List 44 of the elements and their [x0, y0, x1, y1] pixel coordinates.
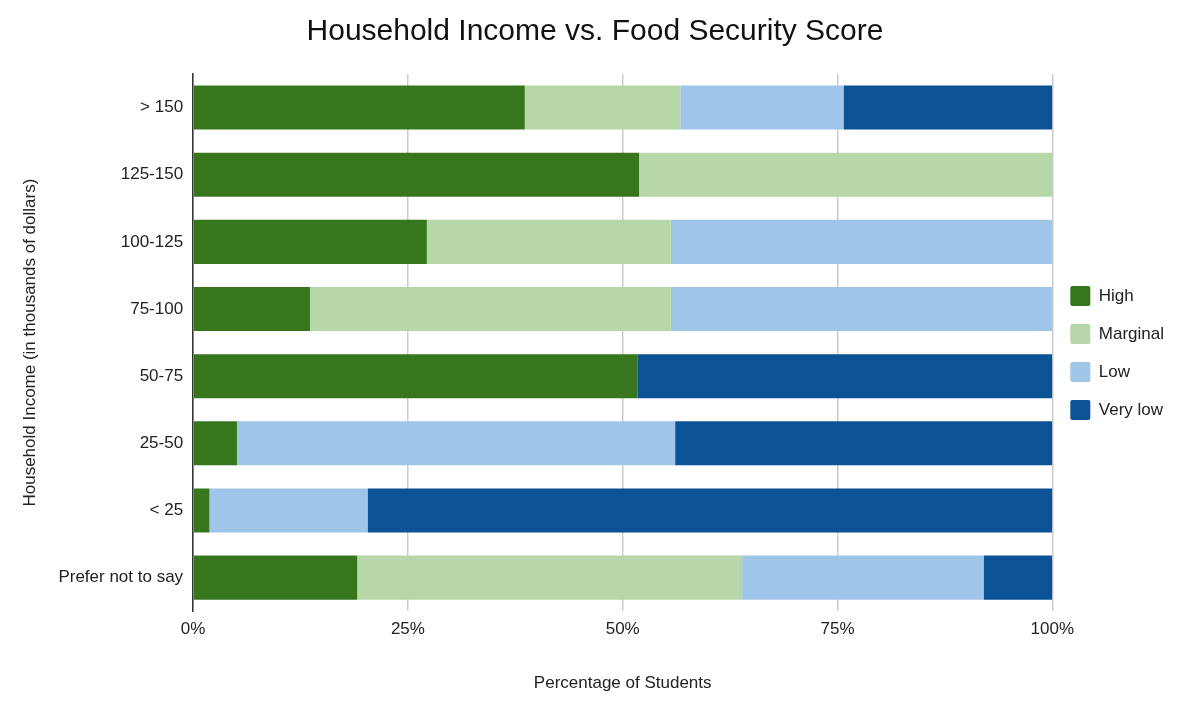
bar [670, 287, 1053, 332]
bar [524, 85, 681, 130]
y-tick-label: 100-125 [120, 231, 184, 251]
bar [983, 555, 1053, 600]
bar [426, 219, 671, 264]
bar [670, 219, 1053, 264]
x-axis-title: Percentage of Students [533, 673, 712, 693]
x-tick-label: 50% [605, 619, 640, 639]
y-tick-label: 50-75 [139, 365, 184, 385]
bar [193, 219, 427, 264]
bar [742, 555, 984, 600]
bar [843, 85, 1053, 130]
legend-label: Low [1098, 361, 1131, 381]
bar [193, 488, 210, 533]
chart-title: Household Income vs. Food Security Score [306, 13, 884, 47]
bar [680, 85, 844, 130]
y-tick-label: Prefer not to say [58, 567, 184, 587]
x-tick-label: 75% [820, 619, 855, 639]
y-tick-label: < 25 [149, 500, 184, 520]
bar [193, 152, 640, 197]
y-tick-label: 75-100 [130, 298, 184, 318]
x-tick-label: 100% [1030, 619, 1075, 639]
legend-label: Marginal [1098, 323, 1165, 343]
x-tick-label: 0% [180, 619, 206, 639]
bar [193, 421, 237, 466]
bar [236, 421, 676, 466]
bar [637, 354, 1053, 399]
y-tick-label: 125-150 [120, 164, 184, 184]
bar [209, 488, 368, 533]
bar [193, 287, 310, 332]
y-tick-label: 25-50 [139, 433, 184, 453]
y-tick-label: > 150 [140, 97, 184, 117]
legend-label: High [1098, 285, 1134, 305]
bar [639, 152, 1053, 197]
bar [193, 85, 525, 130]
x-tick-label: 25% [390, 619, 425, 639]
bar [193, 555, 358, 600]
bar [675, 421, 1053, 466]
legend-label: Very low [1098, 399, 1164, 419]
bar [357, 555, 743, 600]
bar [367, 488, 1053, 533]
y-axis-title: Household Income (in thousands of dollars) [19, 178, 39, 507]
bar [193, 354, 638, 399]
bar [309, 287, 671, 332]
